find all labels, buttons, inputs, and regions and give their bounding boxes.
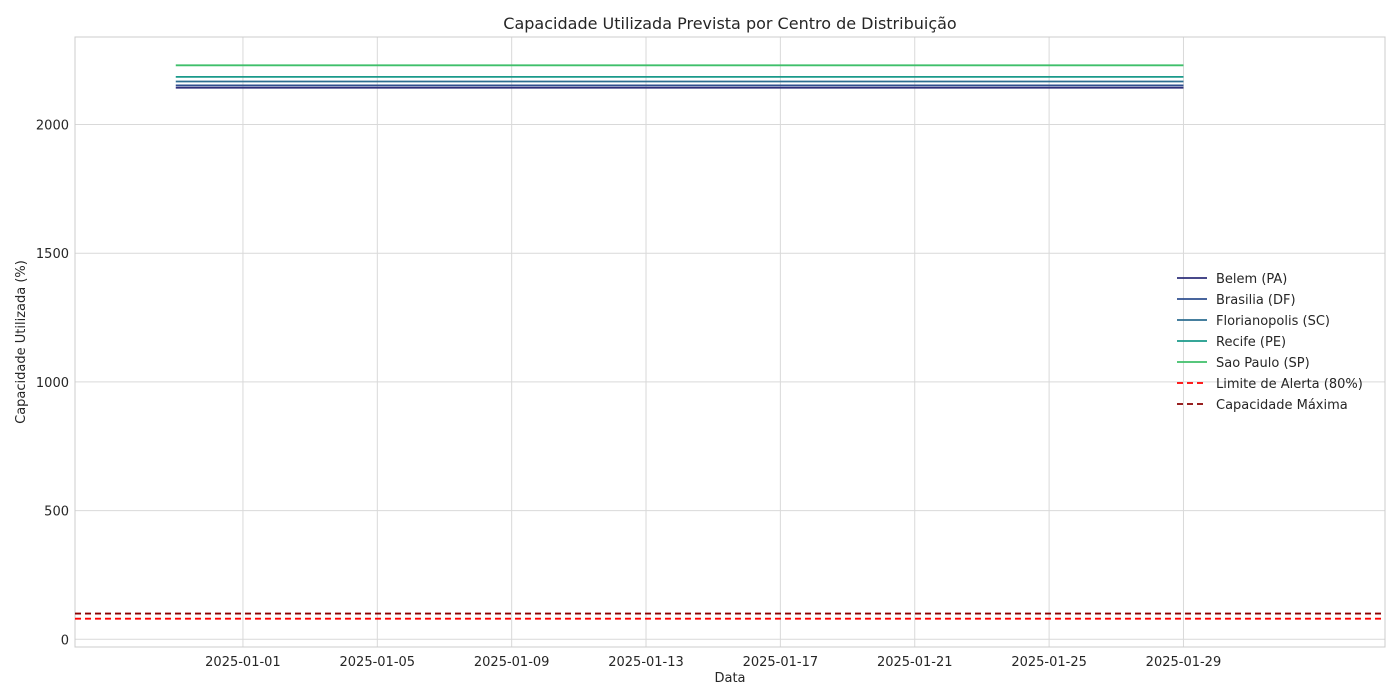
x-tick-label: 2025-01-13	[608, 655, 684, 670]
legend: Belem (PA) Brasilia (DF) Florianopolis (SC…	[1177, 272, 1363, 413]
y-tick-label: 500	[44, 505, 69, 520]
x-tick-label: 2025-01-17	[743, 655, 819, 670]
plot-area	[74, 36, 1386, 648]
grid	[75, 37, 1385, 647]
chart-title: Capacidade Utilizada Prevista por Centro…	[503, 14, 956, 33]
legend-label: Sao Paulo (SP)	[1216, 356, 1310, 371]
x-tick-label: 2025-01-09	[474, 655, 550, 670]
reference-lines	[75, 612, 1385, 620]
legend-label: Florianopolis (SC)	[1216, 314, 1330, 329]
legend-label: Capacidade Máxima	[1216, 398, 1348, 413]
x-tick-label: 2025-01-25	[1011, 655, 1087, 670]
x-tick-label: 2025-01-29	[1146, 655, 1222, 670]
legend-label: Limite de Alerta (80%)	[1216, 377, 1363, 392]
y-tick-label: 2000	[36, 119, 69, 134]
x-tick-label: 2025-01-21	[877, 655, 953, 670]
x-tick-label: 2025-01-01	[205, 655, 281, 670]
y-axis-label: Capacidade Utilizada (%)	[14, 260, 29, 424]
y-tick-label: 1000	[36, 376, 69, 391]
y-tick-label: 1500	[36, 247, 69, 262]
legend-label: Belem (PA)	[1216, 272, 1287, 287]
legend-label: Brasilia (DF)	[1216, 293, 1296, 308]
legend-label: Recife (PE)	[1216, 335, 1286, 350]
tick-labels: 2025-01-01 2025-01-05 2025-01-09 2025-01-13…	[36, 119, 1221, 670]
x-tick-label: 2025-01-05	[340, 655, 416, 670]
x-axis-label: Data	[714, 671, 745, 686]
y-tick-label: 0	[61, 633, 69, 648]
series-layer	[175, 64, 1184, 89]
